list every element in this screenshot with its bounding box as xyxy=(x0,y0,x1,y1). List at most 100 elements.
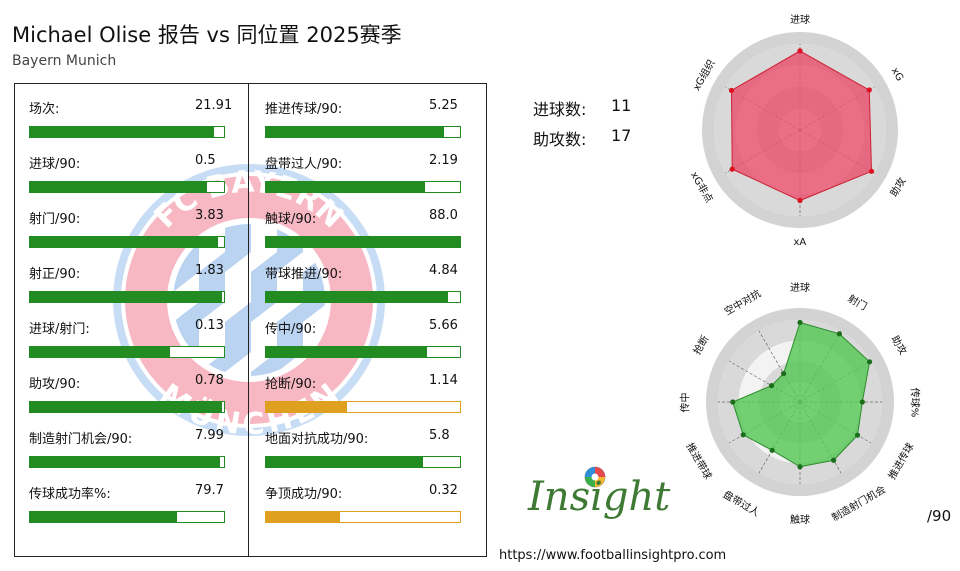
radar-svg xyxy=(702,32,898,228)
radar-data-point xyxy=(781,370,787,377)
radar-data-point xyxy=(728,87,735,94)
stat-bar-fill xyxy=(266,127,445,137)
stat-label: 助攻/90: xyxy=(29,377,81,392)
stat-row: 场次: 21.91 xyxy=(29,98,239,142)
stat-row: 射门/90: 3.83 xyxy=(29,208,239,252)
stat-value: 5.25 xyxy=(429,98,458,113)
stat-value: 79.7 xyxy=(195,483,224,498)
stat-label: 盘带过人/90: xyxy=(265,157,343,172)
stat-bar-fill xyxy=(30,292,223,302)
radar-data-point xyxy=(768,383,775,389)
stat-bar-fill xyxy=(266,182,426,192)
stat-label: 带球推进/90: xyxy=(265,267,343,282)
radar-data-point xyxy=(730,399,736,405)
stat-bar-fill xyxy=(30,402,223,412)
stat-label: 射门/90: xyxy=(29,212,81,227)
stat-bar xyxy=(29,291,225,303)
team-name: Bayern Munich xyxy=(12,53,117,69)
stat-value: 5.66 xyxy=(429,318,458,333)
stat-row: 传球成功率%: 79.7 xyxy=(29,483,239,527)
stat-row: 射正/90: 1.83 xyxy=(29,263,239,307)
stat-bar-fill xyxy=(30,457,221,467)
unit-note: /90 xyxy=(927,507,952,525)
stat-bar-fill xyxy=(266,237,460,247)
stat-value: 3.83 xyxy=(195,208,224,223)
website-url: https://www.footballinsightpro.com xyxy=(499,548,727,563)
stat-row: 抢断/90: 1.14 xyxy=(265,373,475,417)
football-icon xyxy=(584,466,606,488)
stat-bar xyxy=(29,401,225,413)
radar-data-point xyxy=(740,432,746,438)
stat-value: 7.99 xyxy=(195,428,224,443)
logo-text: Insight xyxy=(528,474,671,520)
stat-row: 盘带过人/90: 2.19 xyxy=(265,153,475,197)
stat-row: 争顶成功/90: 0.32 xyxy=(265,483,475,527)
total-goals-value: 11 xyxy=(611,96,632,115)
stat-row: 助攻/90: 0.78 xyxy=(29,373,239,417)
stat-label: 推进传球/90: xyxy=(265,102,343,117)
radar-data-point xyxy=(836,331,842,337)
total-assists-value: 17 xyxy=(611,126,632,145)
stat-bar xyxy=(29,236,225,248)
stat-bar xyxy=(265,511,461,523)
stat-bar-fill xyxy=(266,292,449,302)
radar-axis-label: 传球% xyxy=(908,387,920,417)
stat-bar xyxy=(29,126,225,138)
stat-row: 推进传球/90: 5.25 xyxy=(265,98,475,142)
stat-bar xyxy=(265,291,461,303)
stat-bar xyxy=(29,346,225,358)
stat-row: 传中/90: 5.66 xyxy=(265,318,475,362)
stat-bar xyxy=(29,456,225,468)
stat-label: 进球/90: xyxy=(29,157,81,172)
radar-data-point xyxy=(769,447,775,453)
radar-overall: 进球 射门 助攻 传球% 推进传球 制造射门机会 触球 盘带过人 推进带球 传中 抢断 空中对抗 xyxy=(660,258,950,548)
stat-row: 触球/90: 88.0 xyxy=(265,208,475,252)
stat-bar xyxy=(265,401,461,413)
radar-axis-label: xA xyxy=(793,236,807,248)
radar-data-point xyxy=(729,166,735,172)
radar-data-point xyxy=(866,359,873,365)
radar-data-point xyxy=(797,48,803,54)
stat-label: 地面对抗成功/90: xyxy=(265,432,369,447)
stat-value: 5.8 xyxy=(429,428,450,443)
page-title: Michael Olise 报告 vs 同位置 2025赛季 xyxy=(12,23,402,47)
radar-data-point xyxy=(859,399,865,405)
stats-panel: FC BAYERN MÜNCHEN 场次:21.91进球/90:0.5射门/90… xyxy=(14,83,487,557)
stat-bar-fill xyxy=(266,347,428,357)
stat-value: 4.84 xyxy=(429,263,458,278)
stat-row: 地面对抗成功/90: 5.8 xyxy=(265,428,475,472)
stat-bar xyxy=(29,181,225,193)
stat-row: 进球/射门: 0.13 xyxy=(29,318,239,362)
radar-attack: 进球 xG 助攻 xA xG非点 xG组织 xyxy=(688,0,910,260)
stat-label: 制造射门机会/90: xyxy=(29,432,133,447)
stat-bar xyxy=(265,236,461,248)
radar-data-point xyxy=(797,319,803,326)
radar-spoke xyxy=(728,360,801,403)
stat-value: 1.14 xyxy=(429,373,458,388)
radar-axis-label: 触球 xyxy=(790,514,810,526)
stat-value: 88.0 xyxy=(429,208,458,223)
radar-axis-label: 进球 xyxy=(790,14,810,26)
stat-bar-fill xyxy=(30,127,215,137)
stat-label: 抢断/90: xyxy=(265,377,317,392)
total-goals-label: 进球数: xyxy=(533,100,587,119)
stat-bar-fill xyxy=(266,512,340,522)
stat-value: 0.5 xyxy=(195,153,216,168)
stat-bar-fill xyxy=(30,237,219,247)
insight-logo: Insight xyxy=(528,466,671,526)
stat-bar-fill xyxy=(30,182,207,192)
stat-value: 0.78 xyxy=(195,373,224,388)
radar-axis-label: 传中 xyxy=(680,392,692,412)
stat-bar xyxy=(29,511,225,523)
radar-axis-label: 进球 xyxy=(790,282,810,294)
stat-bar-fill xyxy=(30,512,178,522)
radar-data-point xyxy=(868,168,875,174)
stat-value: 2.19 xyxy=(429,153,458,168)
stat-label: 争顶成功/90: xyxy=(265,487,343,502)
stat-bar xyxy=(265,346,461,358)
radar-spoke xyxy=(758,330,801,403)
stat-value: 0.13 xyxy=(195,318,224,333)
stat-row: 进球/90: 0.5 xyxy=(29,153,239,197)
total-assists-label: 助攻数: xyxy=(533,130,587,149)
stat-value: 21.91 xyxy=(195,98,233,113)
